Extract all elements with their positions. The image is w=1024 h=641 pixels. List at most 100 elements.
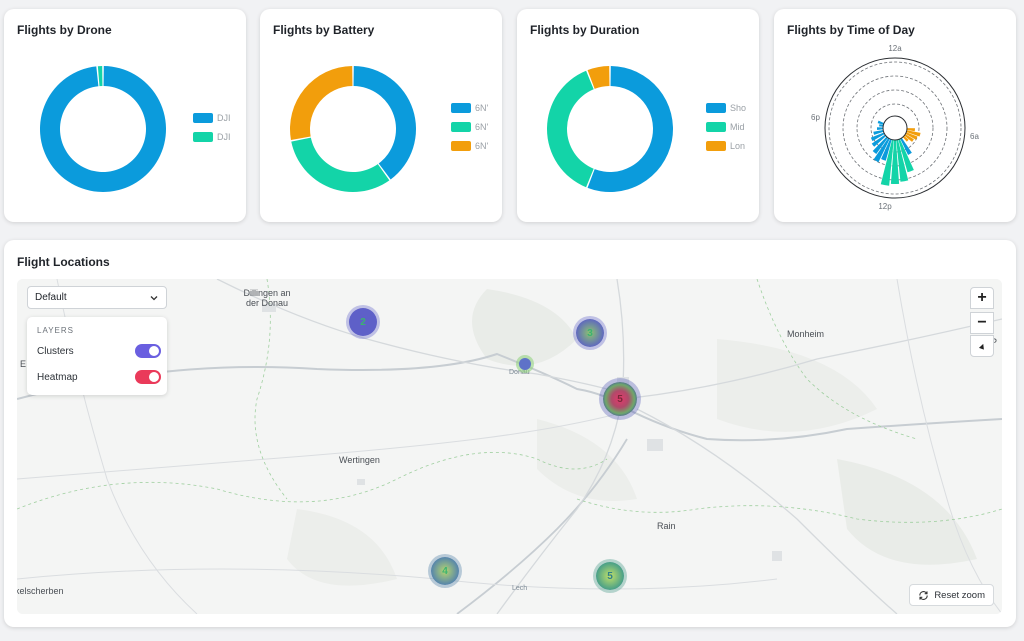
place-label-dillingen: Dillingen an der Donau (243, 288, 291, 308)
legend-item[interactable]: 6N' (451, 103, 488, 113)
donut-slice[interactable] (353, 66, 416, 180)
polar-bar[interactable] (870, 132, 885, 142)
flight-map[interactable]: Dillingen an der Donau Monheim Wertingen… (17, 279, 1002, 614)
legend-label: Lon (730, 141, 746, 151)
polar-bar[interactable] (877, 120, 885, 125)
legend-label: 6N' (475, 103, 489, 113)
polar-bar[interactable] (905, 132, 918, 140)
layer-label: Heatmap (37, 371, 78, 383)
reset-zoom-button[interactable]: Reset zoom (909, 584, 994, 606)
compass-button[interactable]: ▲ (970, 335, 994, 357)
flight-cluster-marker[interactable]: 3 (576, 319, 604, 347)
flight-locations-card: Flight Locations (4, 240, 1016, 627)
compass-icon: ▲ (976, 339, 988, 353)
card-title: Flights by Duration (530, 23, 640, 37)
axis-label-6a: 6a (970, 132, 979, 141)
legend-label: DJI (217, 132, 231, 142)
legend-label: Mid (730, 122, 745, 132)
donut-slice[interactable] (40, 66, 166, 192)
legend-item[interactable]: DJI (193, 113, 231, 123)
polar-bar[interactable] (896, 139, 909, 182)
donut-slice[interactable] (547, 70, 594, 188)
legend-item[interactable]: Lon (706, 141, 745, 151)
flight-point-marker[interactable] (519, 358, 531, 370)
donut-slice[interactable] (587, 66, 673, 192)
map-style-select[interactable]: Default (27, 286, 167, 309)
clusters-toggle[interactable] (135, 344, 161, 358)
polar-bar[interactable] (890, 139, 900, 184)
polar-bar[interactable] (879, 124, 884, 127)
axis-label-12a: 12a (888, 44, 902, 53)
axis-label-12p: 12p (878, 202, 892, 211)
cluster-count: 5 (617, 393, 623, 405)
legend-item[interactable]: DJI (193, 132, 231, 142)
polar-bar[interactable] (871, 134, 887, 147)
place-label-monheim: Monheim (787, 329, 825, 339)
river-label-donau: Donau (509, 369, 530, 376)
map-background (17, 279, 1002, 614)
duration-legend: Sho Mid Lon (706, 103, 752, 163)
reset-zoom-label: Reset zoom (934, 589, 985, 601)
place-label-edge-right: P (991, 337, 998, 347)
cluster-count: 5 (607, 570, 613, 582)
legend-item[interactable]: 6N' (451, 122, 488, 132)
legend-label: 6N' (475, 122, 489, 132)
polar-bar[interactable] (881, 138, 892, 161)
donut-slice[interactable] (97, 66, 103, 87)
drone-legend: DJI DJI (193, 113, 239, 173)
legend-label: 6N' (475, 141, 489, 151)
polar-bar[interactable] (898, 138, 914, 173)
place-label-rain: Rain (657, 521, 676, 531)
river-label-lech: Lech (512, 585, 528, 592)
flight-cluster-marker[interactable]: 5 (603, 382, 637, 416)
battery-legend: 6N' 6N' 6N' (451, 103, 497, 163)
legend-label: DJI (217, 113, 231, 123)
drone-donut-chart (40, 66, 166, 192)
polar-bar[interactable] (904, 134, 914, 142)
drone-chart-card: Flights by Drone DJI DJI (4, 9, 246, 222)
card-title: Flights by Time of Day (787, 23, 915, 37)
refresh-icon (919, 590, 929, 600)
cluster-count: 2 (360, 316, 366, 328)
duration-chart-card: Flights by Duration Sho Mid Lon (517, 9, 759, 222)
card-title: Flight Locations (17, 255, 110, 269)
place-label-wertingen: Wertingen (339, 455, 380, 465)
layers-panel: LAYERS Clusters Heatmap (27, 317, 167, 395)
battery-chart-card: Flights by Battery 6N' 6N' 6N' (260, 9, 502, 222)
polar-bar[interactable] (873, 130, 884, 135)
place-label-zusmarshausen: kelscherben (17, 586, 64, 596)
layer-row-heatmap: Heatmap (37, 368, 161, 386)
map-style-value: Default (35, 292, 67, 303)
flight-cluster-marker[interactable]: 5 (596, 562, 624, 590)
layers-heading: LAYERS (37, 326, 74, 335)
heatmap-toggle[interactable] (135, 370, 161, 384)
donut-slice[interactable] (290, 66, 353, 141)
legend-item[interactable]: Sho (706, 103, 746, 113)
zoom-out-button[interactable]: − (970, 312, 994, 334)
card-title: Flights by Drone (17, 23, 112, 37)
polar-bar[interactable] (880, 139, 894, 186)
time-of-day-polar-chart: 12a 6a 12p 6p (811, 44, 979, 211)
time-of-day-chart-card: Flights by Time of Day 12a 6a 12p 6p (774, 9, 1016, 222)
polar-bar[interactable] (877, 127, 884, 130)
cluster-count: 4 (442, 565, 448, 577)
zoom-in-button[interactable]: + (970, 287, 994, 309)
legend-item[interactable]: Mid (706, 122, 745, 132)
polar-bar[interactable] (900, 137, 912, 156)
polar-bar[interactable] (872, 136, 888, 154)
layer-label: Clusters (37, 345, 74, 357)
cluster-count: 3 (587, 327, 593, 339)
flight-cluster-marker[interactable]: 2 (349, 308, 377, 336)
card-title: Flights by Battery (273, 23, 375, 37)
polar-bar[interactable] (873, 137, 890, 163)
legend-item[interactable]: 6N' (451, 141, 488, 151)
place-label-edge-left: E (20, 359, 27, 369)
duration-donut-chart (547, 66, 673, 192)
flight-cluster-marker[interactable]: 4 (431, 557, 459, 585)
donut-slice[interactable] (291, 137, 390, 193)
chevron-down-icon (150, 295, 158, 300)
donut-slice[interactable] (587, 66, 610, 89)
polar-bar[interactable] (902, 135, 909, 142)
polar-bar[interactable] (906, 128, 915, 132)
polar-bar[interactable] (906, 130, 921, 137)
